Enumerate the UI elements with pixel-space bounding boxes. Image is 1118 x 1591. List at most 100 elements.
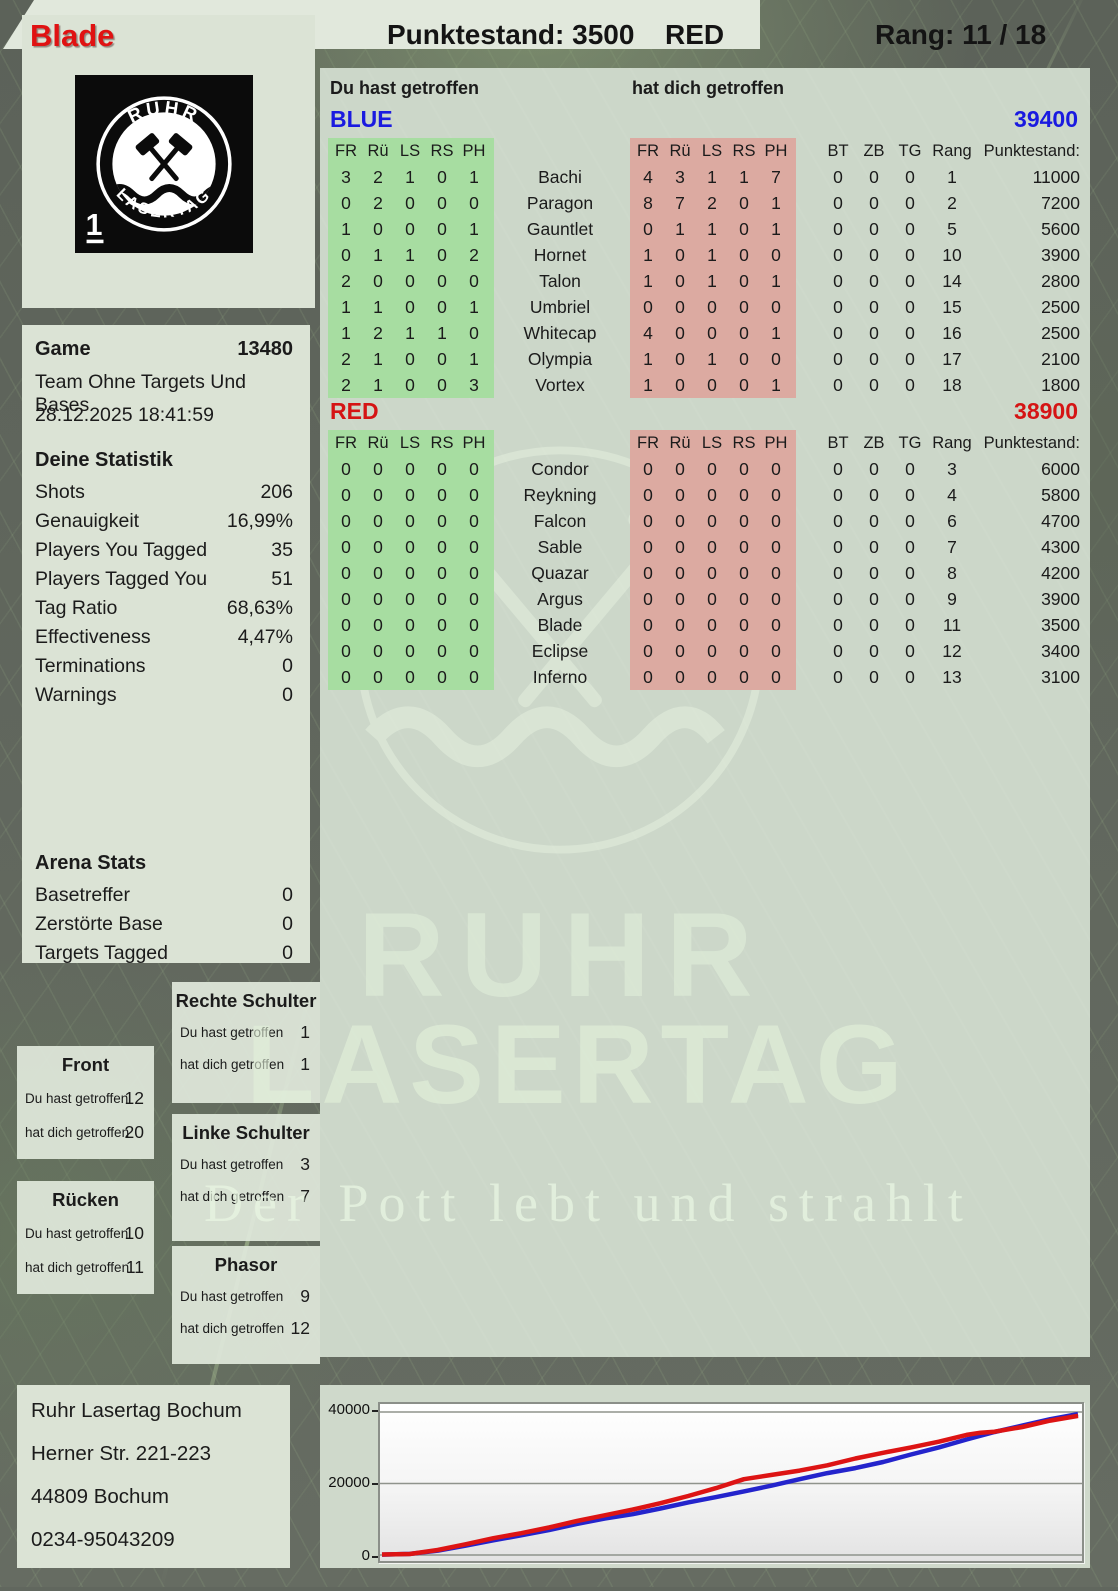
extra-stat-cell: 0 xyxy=(905,459,915,479)
them-hit-cell: PH xyxy=(764,142,788,160)
stat-row: Basetreffer 0 xyxy=(35,884,293,910)
you-hit-cell: 0 xyxy=(469,667,479,687)
you-hit-cell: 0 xyxy=(341,459,351,479)
you-hit-cell: 0 xyxy=(437,349,447,369)
extra-stat-cell: 0 xyxy=(833,167,843,187)
you-hit-cell: 2 xyxy=(341,349,351,369)
ruhr-lasertag-logo-icon: RUHR LASERTAG 1 xyxy=(75,75,253,253)
you-hit-cell: 0 xyxy=(437,193,447,213)
you-hit-cell: 1 xyxy=(341,323,351,343)
extra-stat-cell: 0 xyxy=(869,245,879,265)
them-hit-cell: PH xyxy=(764,434,788,452)
stat-label: Terminations xyxy=(35,655,146,677)
club-logo: RUHR LASERTAG 1 xyxy=(75,75,253,253)
them-hit-cell: RS xyxy=(732,142,756,160)
them-hit-cell: 0 xyxy=(675,349,685,369)
you-hit-cell: 0 xyxy=(469,641,479,661)
punktestand-cell: 2500 xyxy=(1041,323,1080,343)
extra-stat-cell: 0 xyxy=(905,641,915,661)
extra-stat-cell: 0 xyxy=(905,219,915,239)
you-hit-cell: 0 xyxy=(437,245,447,265)
extra-stat-cell: 0 xyxy=(905,245,915,265)
them-hit-cell: 4 xyxy=(643,167,653,187)
you-hit-cell: 0 xyxy=(373,271,383,291)
them-hit-cell: 0 xyxy=(643,537,653,557)
them-hit-cell: 1 xyxy=(643,349,653,369)
table-header-row: FR Rü LS RS PH FR Rü LS RS PH BT ZB TG Rang Punktestan… xyxy=(320,138,1090,164)
you-hit-cell: 0 xyxy=(405,219,415,239)
you-hit-cell: RS xyxy=(430,142,454,160)
them-hit-cell: 1 xyxy=(771,375,781,395)
you-hit-cell: 2 xyxy=(373,167,383,187)
extra-stat-cell: 0 xyxy=(869,375,879,395)
you-hit-cell: 0 xyxy=(469,459,479,479)
them-hit-value: 20 xyxy=(124,1122,144,1142)
you-hit-cell: RS xyxy=(430,434,454,452)
punktestand-cell: 2800 xyxy=(1041,271,1080,291)
them-hit-cell: 0 xyxy=(771,245,781,265)
them-hit-cell: 0 xyxy=(707,297,717,317)
extra-stat-cell: 0 xyxy=(869,511,879,531)
them-hit-cell: 0 xyxy=(739,271,749,291)
them-hit-cell: 0 xyxy=(643,563,653,583)
you-hit-value: 3 xyxy=(300,1154,310,1174)
you-hit-cell: 0 xyxy=(437,511,447,531)
team-name: BLUE xyxy=(330,106,393,132)
you-hit-cell: 2 xyxy=(373,193,383,213)
you-hit-label: Du hast getroffen xyxy=(25,1091,129,1106)
you-hit-cell: 0 xyxy=(469,615,479,635)
them-hit-cell: 0 xyxy=(707,323,717,343)
you-hit-value: 10 xyxy=(124,1223,144,1243)
you-hit-cell: 2 xyxy=(373,323,383,343)
them-hit-cell: 7 xyxy=(675,193,685,213)
extra-stat-cell: 0 xyxy=(833,667,843,687)
them-hit-cell: 0 xyxy=(675,667,685,687)
you-hit-cell: 1 xyxy=(341,297,351,317)
you-hit-cell: LS xyxy=(399,142,421,160)
extra-stat-cell: 0 xyxy=(905,323,915,343)
table-row: 0 0 0 0 0 Inferno 0 0 0 0 0 0 0 0 13 3100 xyxy=(320,664,1090,690)
them-hit-cell: 0 xyxy=(771,589,781,609)
table-row: 0 0 0 0 0 Falcon 0 0 0 0 0 0 0 0 6 4700 xyxy=(320,508,1090,534)
them-hit-cell: LS xyxy=(701,434,723,452)
them-hit-label: hat dich getroffen xyxy=(25,1125,130,1140)
rang-cell: 13 xyxy=(942,667,962,687)
you-hit-cell: Rü xyxy=(367,142,389,160)
you-hit-cell: 0 xyxy=(341,193,351,213)
rang-cell: 16 xyxy=(942,323,962,343)
them-hit-cell: 1 xyxy=(739,167,749,187)
player-name-cell: Sable xyxy=(537,537,583,557)
you-hit-cell: 0 xyxy=(437,219,447,239)
stat-value: 206 xyxy=(260,481,293,503)
you-hit-cell: FR xyxy=(335,434,357,452)
stat-label: Basetreffer xyxy=(35,884,131,906)
table-row: 2 1 0 0 1 Olympia 1 0 1 0 0 0 0 0 17 2100 xyxy=(320,346,1090,372)
table-row: 2 1 0 0 3 Vortex 1 0 0 0 1 0 0 0 18 1800 xyxy=(320,372,1090,398)
them-hit-cell: 0 xyxy=(707,589,717,609)
you-hit-cell: 0 xyxy=(341,641,351,661)
them-hit-cell: 0 xyxy=(707,615,717,635)
them-hit-cell: 7 xyxy=(771,167,781,187)
them-hit-cell: 1 xyxy=(771,193,781,213)
them-hit-cell: 0 xyxy=(707,459,717,479)
them-hit-cell: 0 xyxy=(675,589,685,609)
stat-value: 0 xyxy=(282,913,293,935)
extra-stat-cell: 0 xyxy=(833,589,843,609)
you-hit-cell: 0 xyxy=(373,667,383,687)
you-hit-cell: 0 xyxy=(405,297,415,317)
them-hit-cell: 0 xyxy=(739,193,749,213)
you-hit-cell: 2 xyxy=(469,245,479,265)
them-hit-cell: 0 xyxy=(739,641,749,661)
them-hit-cell: 0 xyxy=(707,563,717,583)
them-hit-cell: 0 xyxy=(643,667,653,687)
stat-value: 35 xyxy=(271,539,293,561)
player-name-cell: Argus xyxy=(537,589,583,609)
punktestand-cell: 5800 xyxy=(1041,485,1080,505)
you-hit-column-group-label: Du hast getroffen xyxy=(330,78,480,98)
them-hit-cell: FR xyxy=(637,142,659,160)
rang-cell: 15 xyxy=(942,297,962,317)
them-hit-cell: 0 xyxy=(643,615,653,635)
table-row: 1 0 0 0 1 Gauntlet 0 1 1 0 1 0 0 0 5 5600 xyxy=(320,216,1090,242)
table-row: 0 0 0 0 0 Argus 0 0 0 0 0 0 0 0 9 3900 xyxy=(320,586,1090,612)
extra-stat-cell: 0 xyxy=(869,563,879,583)
